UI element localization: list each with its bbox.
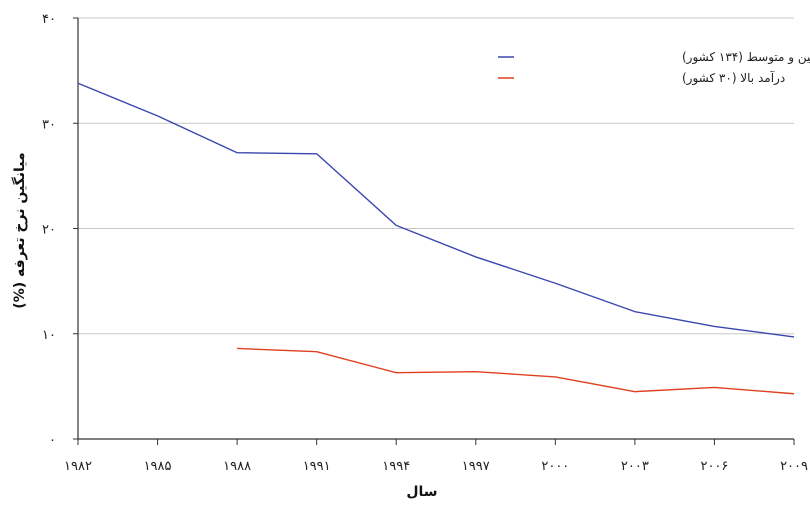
- data-point: [554, 282, 557, 285]
- x-tick-label: ۲۰۰۹: [780, 459, 808, 474]
- data-point: [713, 386, 716, 389]
- y-tick-label: ۲۰: [42, 223, 56, 238]
- y-axis-ticks: ۰ ۱۰ ۲۰ ۳۰ ۴۰: [42, 12, 78, 448]
- data-point: [156, 114, 159, 117]
- data-point: [713, 325, 716, 328]
- legend-label-high-income: درآمد بالا (۳۰ کشور): [682, 70, 785, 86]
- data-point: [395, 224, 398, 227]
- data-point: [315, 350, 318, 353]
- y-tick-label: ۱۰: [42, 328, 56, 343]
- legend-label-low-middle-income: درآمد پایین و متوسط (۱۳۴ کشور): [682, 49, 810, 65]
- y-tick-label: ۰: [49, 433, 56, 448]
- data-point: [395, 371, 398, 374]
- series-lines: [77, 82, 796, 395]
- x-tick-label: ۲۰۰۳: [621, 459, 649, 474]
- series-line-low-middle-income: [77, 82, 795, 338]
- legend: درآمد پایین و متوسط (۱۳۴ کشور) درآمد بال…: [498, 49, 810, 86]
- x-tick-label: ۱۹۹۱: [303, 459, 331, 474]
- data-point: [236, 151, 239, 154]
- x-axis-title: سال: [406, 484, 437, 500]
- data-point: [77, 82, 80, 85]
- x-tick-label: ۱۹۸۸: [223, 459, 251, 474]
- series-line-high-income: [237, 347, 795, 395]
- data-point: [633, 310, 636, 313]
- y-tick-label: ۳۰: [42, 117, 56, 132]
- data-point: [474, 370, 477, 373]
- data-point: [554, 375, 557, 378]
- data-point: [633, 390, 636, 393]
- y-tick-label: ۴۰: [42, 12, 56, 27]
- x-tick-label: ۱۹۸۲: [64, 459, 92, 474]
- data-point: [793, 335, 796, 338]
- data-point: [474, 255, 477, 258]
- x-tick-label: ۱۹۹۴: [382, 459, 410, 474]
- x-tick-label: ۲۰۰۰: [541, 459, 569, 474]
- x-axis-ticks: ۱۹۸۲ ۱۹۸۵ ۱۹۸۸ ۱۹۹۱ ۱۹۹۴ ۱۹۹۷ ۲۰۰۰ ۲۰۰۳ ۲۰۰۶ ۲۰۰۹: [64, 439, 808, 474]
- x-tick-label: ۲۰۰۶: [700, 459, 728, 474]
- data-point: [315, 152, 318, 155]
- x-tick-label: ۱۹۸۵: [144, 459, 172, 474]
- data-point: [793, 392, 796, 395]
- data-point: [236, 347, 239, 350]
- x-tick-label: ۱۹۹۷: [462, 459, 490, 474]
- y-axis-title: میانگین نرخ تعرفه (%): [11, 152, 28, 308]
- grid-lines: [78, 17, 794, 335]
